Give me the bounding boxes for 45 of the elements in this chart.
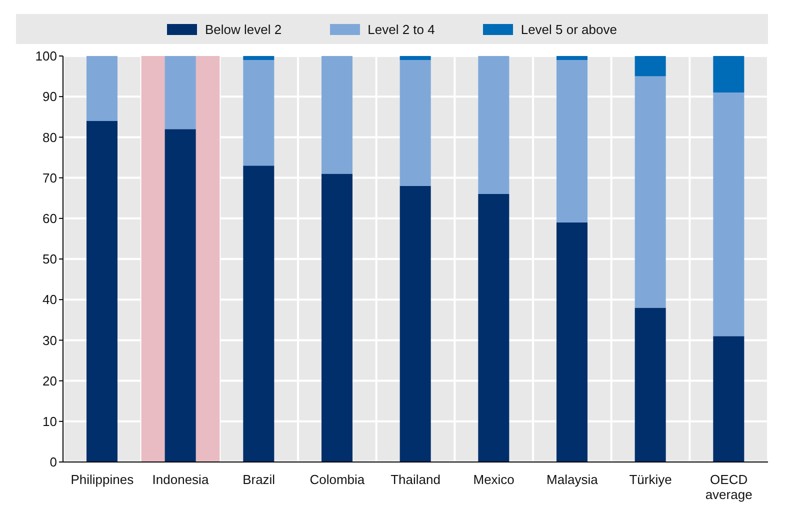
y-tick-label: 70 (42, 170, 57, 186)
legend-label: Level 5 or above (520, 22, 617, 36)
y-tick-label: 90 (42, 89, 57, 104)
bar (713, 336, 744, 462)
x-tick-label: OECD average (705, 472, 752, 502)
bar (400, 186, 431, 462)
y-tick-label: 100 (35, 48, 57, 64)
bar (634, 56, 666, 76)
x-tick-label: Türkiye (629, 472, 672, 487)
y-tick-label: 0 (50, 454, 57, 470)
x-tick-label: Colombia (310, 472, 366, 487)
bar (243, 166, 274, 462)
bar (243, 60, 274, 166)
y-tick-label: 20 (42, 373, 57, 388)
x-tick-label: Philippines (70, 472, 134, 487)
bar (713, 56, 744, 93)
y-tick-label: 60 (42, 211, 57, 226)
x-tick-label: Malaysia (546, 472, 599, 487)
bar (478, 56, 510, 194)
bar (713, 92, 744, 336)
bar (243, 56, 274, 60)
legend-label: Level 2 to 4 (366, 22, 435, 36)
y-tick-label: 10 (42, 414, 57, 430)
bar (556, 222, 588, 462)
bar (634, 76, 666, 308)
legend-label: Below level 2 (204, 22, 282, 36)
x-tick-label: Thailand (390, 472, 440, 487)
y-tick-label: 80 (42, 130, 57, 145)
x-tick-label: Brazil (242, 472, 276, 487)
x-tick-label: Mexico (473, 472, 514, 487)
bar (478, 194, 510, 462)
y-tick-label: 50 (42, 252, 57, 267)
bar (556, 60, 588, 222)
bar (86, 120, 118, 462)
bar (400, 56, 431, 60)
x-tick-label: Indonesia (152, 472, 210, 487)
bar (556, 56, 588, 60)
bar (322, 56, 352, 174)
bar (322, 174, 352, 462)
bar (86, 56, 118, 121)
bar (164, 56, 196, 130)
y-tick-label: 40 (42, 292, 57, 308)
bar (634, 308, 666, 462)
y-tick-label: 30 (42, 332, 57, 348)
bar (400, 60, 431, 186)
